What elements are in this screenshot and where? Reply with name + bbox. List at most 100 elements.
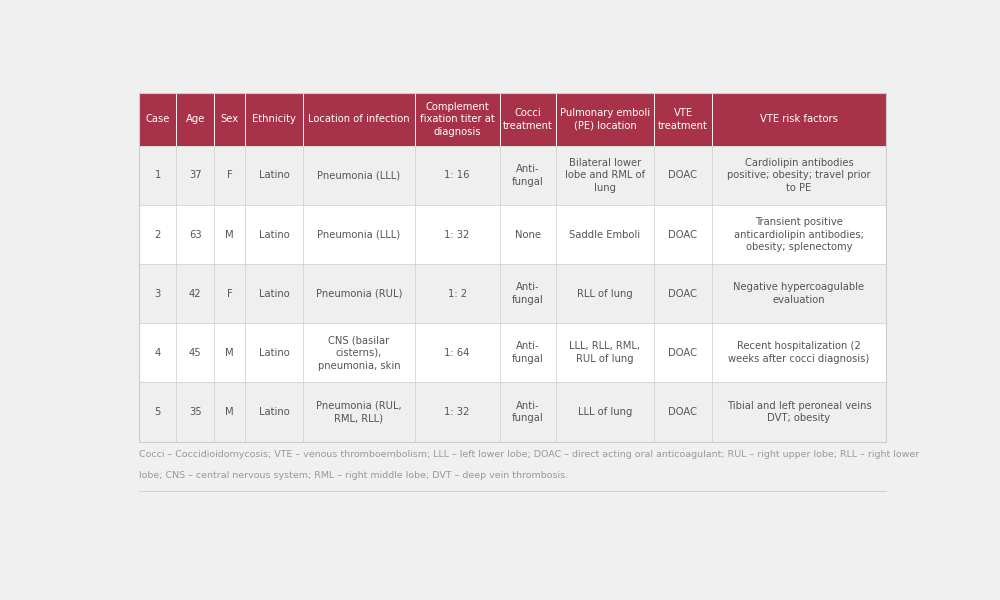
Bar xyxy=(214,323,245,382)
Text: M: M xyxy=(225,230,234,239)
Bar xyxy=(176,323,214,382)
Bar xyxy=(712,205,886,264)
Text: VTE
treatment: VTE treatment xyxy=(658,108,708,131)
Bar xyxy=(556,264,654,323)
Bar xyxy=(500,146,556,205)
Bar xyxy=(139,382,176,442)
Bar xyxy=(214,93,245,146)
Bar xyxy=(245,93,303,146)
Bar xyxy=(654,264,712,323)
Text: 63: 63 xyxy=(189,230,201,239)
Bar xyxy=(303,93,415,146)
Bar xyxy=(500,323,556,382)
Bar xyxy=(139,146,176,205)
Bar xyxy=(176,264,214,323)
Text: M: M xyxy=(225,407,234,417)
Bar xyxy=(139,205,176,264)
Bar xyxy=(176,146,214,205)
Text: Bilateral lower
lobe and RML of
lung: Bilateral lower lobe and RML of lung xyxy=(565,158,645,193)
Bar xyxy=(245,264,303,323)
Text: F: F xyxy=(227,170,232,181)
Text: Tibial and left peroneal veins
DVT; obesity: Tibial and left peroneal veins DVT; obes… xyxy=(727,401,871,424)
Bar xyxy=(654,323,712,382)
Text: 4: 4 xyxy=(155,348,161,358)
Text: 45: 45 xyxy=(189,348,201,358)
Text: DOAC: DOAC xyxy=(668,407,697,417)
Text: 37: 37 xyxy=(189,170,201,181)
Text: Age: Age xyxy=(185,115,205,124)
Bar xyxy=(712,264,886,323)
Bar xyxy=(176,93,214,146)
Bar xyxy=(500,264,556,323)
Text: Pneumonia (RUL): Pneumonia (RUL) xyxy=(316,289,402,299)
Text: 42: 42 xyxy=(189,289,201,299)
Bar xyxy=(500,205,556,264)
Bar xyxy=(654,382,712,442)
Text: Latino: Latino xyxy=(259,407,290,417)
Bar xyxy=(415,205,500,264)
Text: Pneumonia (RUL,
RML, RLL): Pneumonia (RUL, RML, RLL) xyxy=(316,401,402,424)
Bar xyxy=(712,146,886,205)
Bar xyxy=(415,323,500,382)
Text: Sex: Sex xyxy=(220,115,239,124)
Text: None: None xyxy=(515,230,541,239)
Text: Pulmonary emboli
(PE) location: Pulmonary emboli (PE) location xyxy=(560,108,650,131)
Bar xyxy=(176,205,214,264)
Text: Complement
fixation titer at
diagnosis: Complement fixation titer at diagnosis xyxy=(420,101,495,137)
Bar xyxy=(139,93,176,146)
Text: Latino: Latino xyxy=(259,348,290,358)
Bar xyxy=(415,146,500,205)
Text: Anti-
fungal: Anti- fungal xyxy=(512,341,544,364)
Text: Case: Case xyxy=(146,115,170,124)
Bar xyxy=(712,323,886,382)
Text: DOAC: DOAC xyxy=(668,170,697,181)
Text: lobe; CNS – central nervous system; RML – right middle lobe; DVT – deep vein thr: lobe; CNS – central nervous system; RML … xyxy=(139,471,568,480)
Bar xyxy=(214,205,245,264)
Text: Pneumonia (LLL): Pneumonia (LLL) xyxy=(317,230,401,239)
Bar xyxy=(139,264,176,323)
Bar xyxy=(556,382,654,442)
Text: 5: 5 xyxy=(155,407,161,417)
Bar xyxy=(712,93,886,146)
Text: Cocci
treatment: Cocci treatment xyxy=(503,108,553,131)
Bar xyxy=(556,323,654,382)
Bar xyxy=(245,382,303,442)
Bar xyxy=(415,264,500,323)
Bar xyxy=(415,382,500,442)
Text: Latino: Latino xyxy=(259,289,290,299)
Bar xyxy=(139,323,176,382)
Text: LLL of lung: LLL of lung xyxy=(578,407,632,417)
Bar xyxy=(500,93,556,146)
Text: DOAC: DOAC xyxy=(668,289,697,299)
Bar xyxy=(303,146,415,205)
Bar xyxy=(303,382,415,442)
Text: Latino: Latino xyxy=(259,170,290,181)
Bar xyxy=(654,205,712,264)
Text: F: F xyxy=(227,289,232,299)
Bar xyxy=(303,205,415,264)
Text: VTE risk factors: VTE risk factors xyxy=(760,115,838,124)
Bar xyxy=(415,93,500,146)
Text: Anti-
fungal: Anti- fungal xyxy=(512,283,544,305)
Text: Anti-
fungal: Anti- fungal xyxy=(512,401,544,424)
Bar xyxy=(303,323,415,382)
Bar xyxy=(712,382,886,442)
Text: RLL of lung: RLL of lung xyxy=(577,289,633,299)
Text: DOAC: DOAC xyxy=(668,230,697,239)
Text: 1: 64: 1: 64 xyxy=(444,348,470,358)
Bar xyxy=(214,146,245,205)
Text: 1: 16: 1: 16 xyxy=(444,170,470,181)
Text: Recent hospitalization (2
weeks after cocci diagnosis): Recent hospitalization (2 weeks after co… xyxy=(728,341,870,364)
Bar xyxy=(500,382,556,442)
Bar xyxy=(214,382,245,442)
Text: Cocci – Coccidioidomycosis; VTE – venous thromboembolism; LLL – left lower lobe;: Cocci – Coccidioidomycosis; VTE – venous… xyxy=(139,450,919,459)
Text: Transient positive
anticardiolipin antibodies;
obesity; splenectomy: Transient positive anticardiolipin antib… xyxy=(734,217,864,253)
Text: 2: 2 xyxy=(155,230,161,239)
Bar xyxy=(176,382,214,442)
Text: 3: 3 xyxy=(155,289,161,299)
Bar xyxy=(245,205,303,264)
Text: Negative hypercoagulable
evaluation: Negative hypercoagulable evaluation xyxy=(733,283,865,305)
Text: 1: 32: 1: 32 xyxy=(444,407,470,417)
Bar xyxy=(139,93,886,442)
Text: 1: 32: 1: 32 xyxy=(444,230,470,239)
